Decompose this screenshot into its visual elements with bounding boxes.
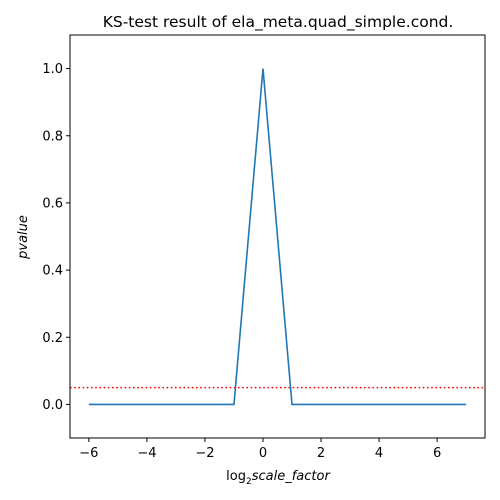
- chart-title: KS-test result of ela_meta.quad_simple.c…: [103, 13, 454, 32]
- series-line-0: [88, 68, 467, 406]
- x-tick-label: −6: [79, 446, 98, 461]
- x-axis-label-main: scale_factor: [252, 469, 332, 484]
- y-tick-label: 0.0: [42, 398, 63, 413]
- x-tick-label: −4: [137, 446, 156, 461]
- y-tick-label: 1.0: [42, 62, 63, 77]
- x-tick-label: 0: [259, 446, 267, 461]
- x-tick-label: −2: [195, 446, 214, 461]
- x-axis-label: log2scale_factor: [226, 469, 331, 487]
- x-tick-label: 6: [433, 446, 441, 461]
- x-axis-label-prefix: log: [226, 469, 246, 484]
- x-tick-label: 4: [375, 446, 383, 461]
- y-tick-label: 0.4: [42, 264, 63, 279]
- y-tick-label: 0.2: [42, 331, 63, 346]
- axes-frame: [69, 34, 486, 439]
- plot-area: −6 −4 −2 0 2 4 6 0.0 0.2 0.4 0.6 0.8 1.0: [42, 34, 486, 461]
- y-axis-label: pvalue: [16, 215, 31, 260]
- x-axis-label-subscript: 2: [246, 477, 252, 487]
- y-tick-label: 0.8: [42, 129, 63, 144]
- y-tick-label: 0.6: [42, 196, 63, 211]
- x-tick-label: 2: [317, 446, 325, 461]
